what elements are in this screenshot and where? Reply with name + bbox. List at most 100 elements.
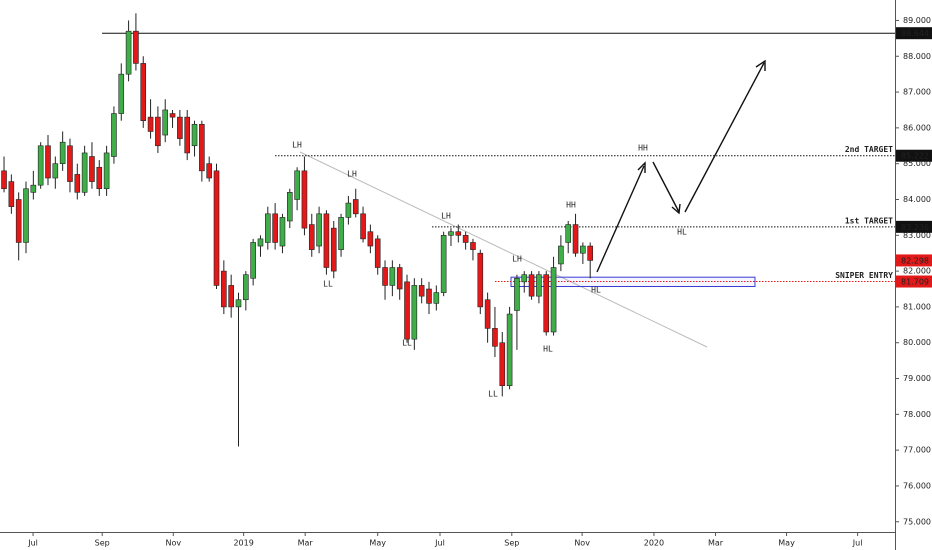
arrow-head <box>755 59 766 71</box>
arrow-head <box>671 203 681 215</box>
arrow-segment <box>596 165 645 273</box>
x-tick-label: Jul <box>852 539 863 548</box>
price-label: 85.222 <box>901 152 929 161</box>
candle-body <box>155 116 161 147</box>
arrow-segment <box>652 161 680 213</box>
candle-body <box>8 181 15 207</box>
candle-body <box>404 281 410 340</box>
y-tick-label: 77.000 <box>903 446 931 455</box>
candle-body <box>499 342 506 386</box>
candle-body <box>396 267 403 290</box>
candle-body <box>169 113 176 118</box>
y-tick-label: 81.000 <box>903 302 931 311</box>
swing-label: LH <box>441 212 451 221</box>
candle-body <box>52 163 59 179</box>
swing-label: HH <box>566 201 576 210</box>
y-tick-label: 88.000 <box>903 52 931 61</box>
trend-line <box>299 151 708 348</box>
price-label-bg <box>896 27 932 40</box>
y-tick-label: 79.000 <box>903 374 931 383</box>
y-tick-label: 83.000 <box>903 231 931 240</box>
price-label: 81.709 <box>901 278 929 287</box>
arrow-segment <box>684 62 765 213</box>
candle-body <box>360 213 366 240</box>
candle-body <box>81 152 88 193</box>
candle-body <box>184 116 191 154</box>
x-tick-label: Sep <box>95 539 110 548</box>
candle-body <box>213 170 220 286</box>
candle-body <box>565 224 572 243</box>
x-tick-label: 2019 <box>233 539 253 548</box>
candle-body <box>536 274 542 297</box>
candle-body <box>492 328 498 347</box>
candle-body <box>37 145 44 186</box>
price-label-bg <box>896 149 932 162</box>
x-tick-label: May <box>778 539 795 548</box>
candle-body <box>89 156 95 182</box>
candle-body <box>382 267 388 286</box>
candle-body <box>265 213 271 243</box>
candle-body <box>221 270 227 308</box>
candle-body <box>514 277 520 311</box>
candle-body <box>316 213 322 247</box>
x-tick-label: May <box>369 539 386 548</box>
swing-label: HH <box>638 144 648 153</box>
candle-body <box>323 213 330 268</box>
candle-body <box>67 145 73 182</box>
candle-body <box>330 227 337 272</box>
y-tick-label: 76.000 <box>903 481 931 490</box>
candle-body <box>587 245 593 261</box>
x-tick-label: Jul <box>434 539 445 548</box>
x-tick-label: Sep <box>504 539 519 548</box>
candle-body <box>389 267 396 286</box>
y-tick-label: 85.000 <box>903 159 931 168</box>
candle-body <box>572 224 579 254</box>
price-label-bg <box>896 254 932 267</box>
candle-body <box>308 224 315 250</box>
candle-body <box>301 170 308 229</box>
projection-arrows <box>596 59 766 273</box>
price-label-bg <box>896 220 932 233</box>
y-tick-label: 87.000 <box>903 88 931 97</box>
arrow-head <box>637 161 646 173</box>
candle-body <box>345 202 352 218</box>
swing-label: HL <box>677 228 687 237</box>
swing-label: LH <box>292 141 302 150</box>
candle-body <box>103 152 110 190</box>
candle-body <box>448 231 454 236</box>
candle-body <box>543 274 550 333</box>
candle-body <box>367 231 374 247</box>
candle-body <box>433 292 440 304</box>
candle-body <box>199 123 205 172</box>
y-tick-label: 80.000 <box>903 338 931 347</box>
candle-body <box>440 234 447 293</box>
candle-body <box>30 184 37 193</box>
candle-body <box>1 170 7 190</box>
candle-body <box>286 192 293 222</box>
candle-body <box>15 199 22 243</box>
swing-label: HL <box>543 345 553 354</box>
swing-label: LL <box>488 390 498 399</box>
candle-body <box>206 163 212 179</box>
candle-body <box>133 30 139 64</box>
candle-body <box>550 267 557 333</box>
x-tick-label: Nov <box>165 539 181 548</box>
level-text: 2nd TARGET <box>845 145 893 154</box>
candle-body <box>374 238 381 268</box>
candle-body <box>243 274 249 301</box>
candle-body <box>23 188 29 243</box>
candle-body <box>125 30 132 75</box>
candle-body <box>411 285 418 340</box>
candle-body <box>162 109 169 136</box>
y-tick-label: 82.000 <box>903 267 931 276</box>
x-tick-label: 2020 <box>644 539 664 548</box>
y-tick-label: 86.000 <box>903 123 931 132</box>
candle-body <box>191 123 198 147</box>
candle-body <box>338 217 344 250</box>
swing-label: LL <box>323 280 333 289</box>
y-tick-label: 75.000 <box>903 517 931 526</box>
candle-body <box>250 242 256 279</box>
candle-body <box>580 245 586 254</box>
